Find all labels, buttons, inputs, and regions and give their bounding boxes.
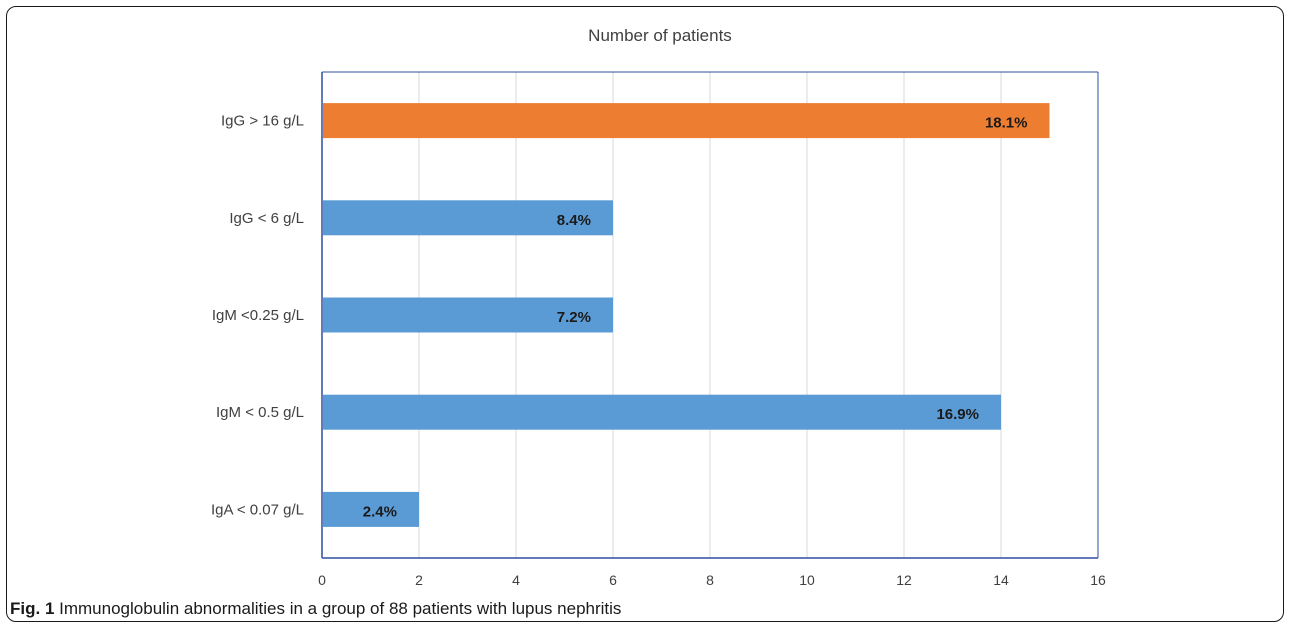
x-tick-label: 14 xyxy=(993,572,1009,588)
y-category-label: IgG > 16 g/L xyxy=(221,113,304,130)
chart-title: Number of patients xyxy=(588,26,732,45)
axes xyxy=(321,71,1099,559)
data-label: 18.1% xyxy=(985,115,1028,132)
bars: 18.1% 8.4% 7.2% 16.9% 2.4% xyxy=(323,103,1050,527)
y-category-label: IgM <0.25 g/L xyxy=(212,307,304,324)
x-tick-label: 8 xyxy=(706,572,714,588)
x-tick-label: 2 xyxy=(415,572,423,588)
bar xyxy=(323,394,1001,430)
figure-caption: Fig. 1 Immunoglobulin abnormalities in a… xyxy=(10,599,621,619)
y-category-label: IgA < 0.07 g/L xyxy=(211,501,304,518)
y-category-label: IgM < 0.5 g/L xyxy=(216,404,304,421)
bar xyxy=(323,491,419,527)
y-category-label: IgG < 6 g/L xyxy=(229,210,304,227)
x-tick-label: 4 xyxy=(512,572,520,588)
caption-label: Fig. 1 xyxy=(10,599,55,618)
bar xyxy=(323,297,613,333)
bar xyxy=(323,200,613,236)
data-label: 16.9% xyxy=(936,406,979,423)
data-label: 7.2% xyxy=(557,309,591,326)
figure-frame xyxy=(6,6,1284,622)
x-tick-label: 0 xyxy=(318,572,326,588)
bar xyxy=(323,103,1050,139)
x-tick-label: 6 xyxy=(609,572,617,588)
data-label: 8.4% xyxy=(557,212,591,229)
x-tick-label: 16 xyxy=(1090,572,1106,588)
x-tick-label: 10 xyxy=(799,572,815,588)
data-label: 2.4% xyxy=(363,503,397,520)
x-tick-label: 12 xyxy=(896,572,912,588)
y-axis-labels: IgG > 16 g/L IgG < 6 g/L IgM <0.25 g/L IgM … xyxy=(211,113,304,519)
caption-text: Immunoglobulin abnormalities in a group … xyxy=(59,599,622,618)
x-axis-ticks: 0 2 4 6 8 10 12 14 16 xyxy=(318,572,1106,588)
